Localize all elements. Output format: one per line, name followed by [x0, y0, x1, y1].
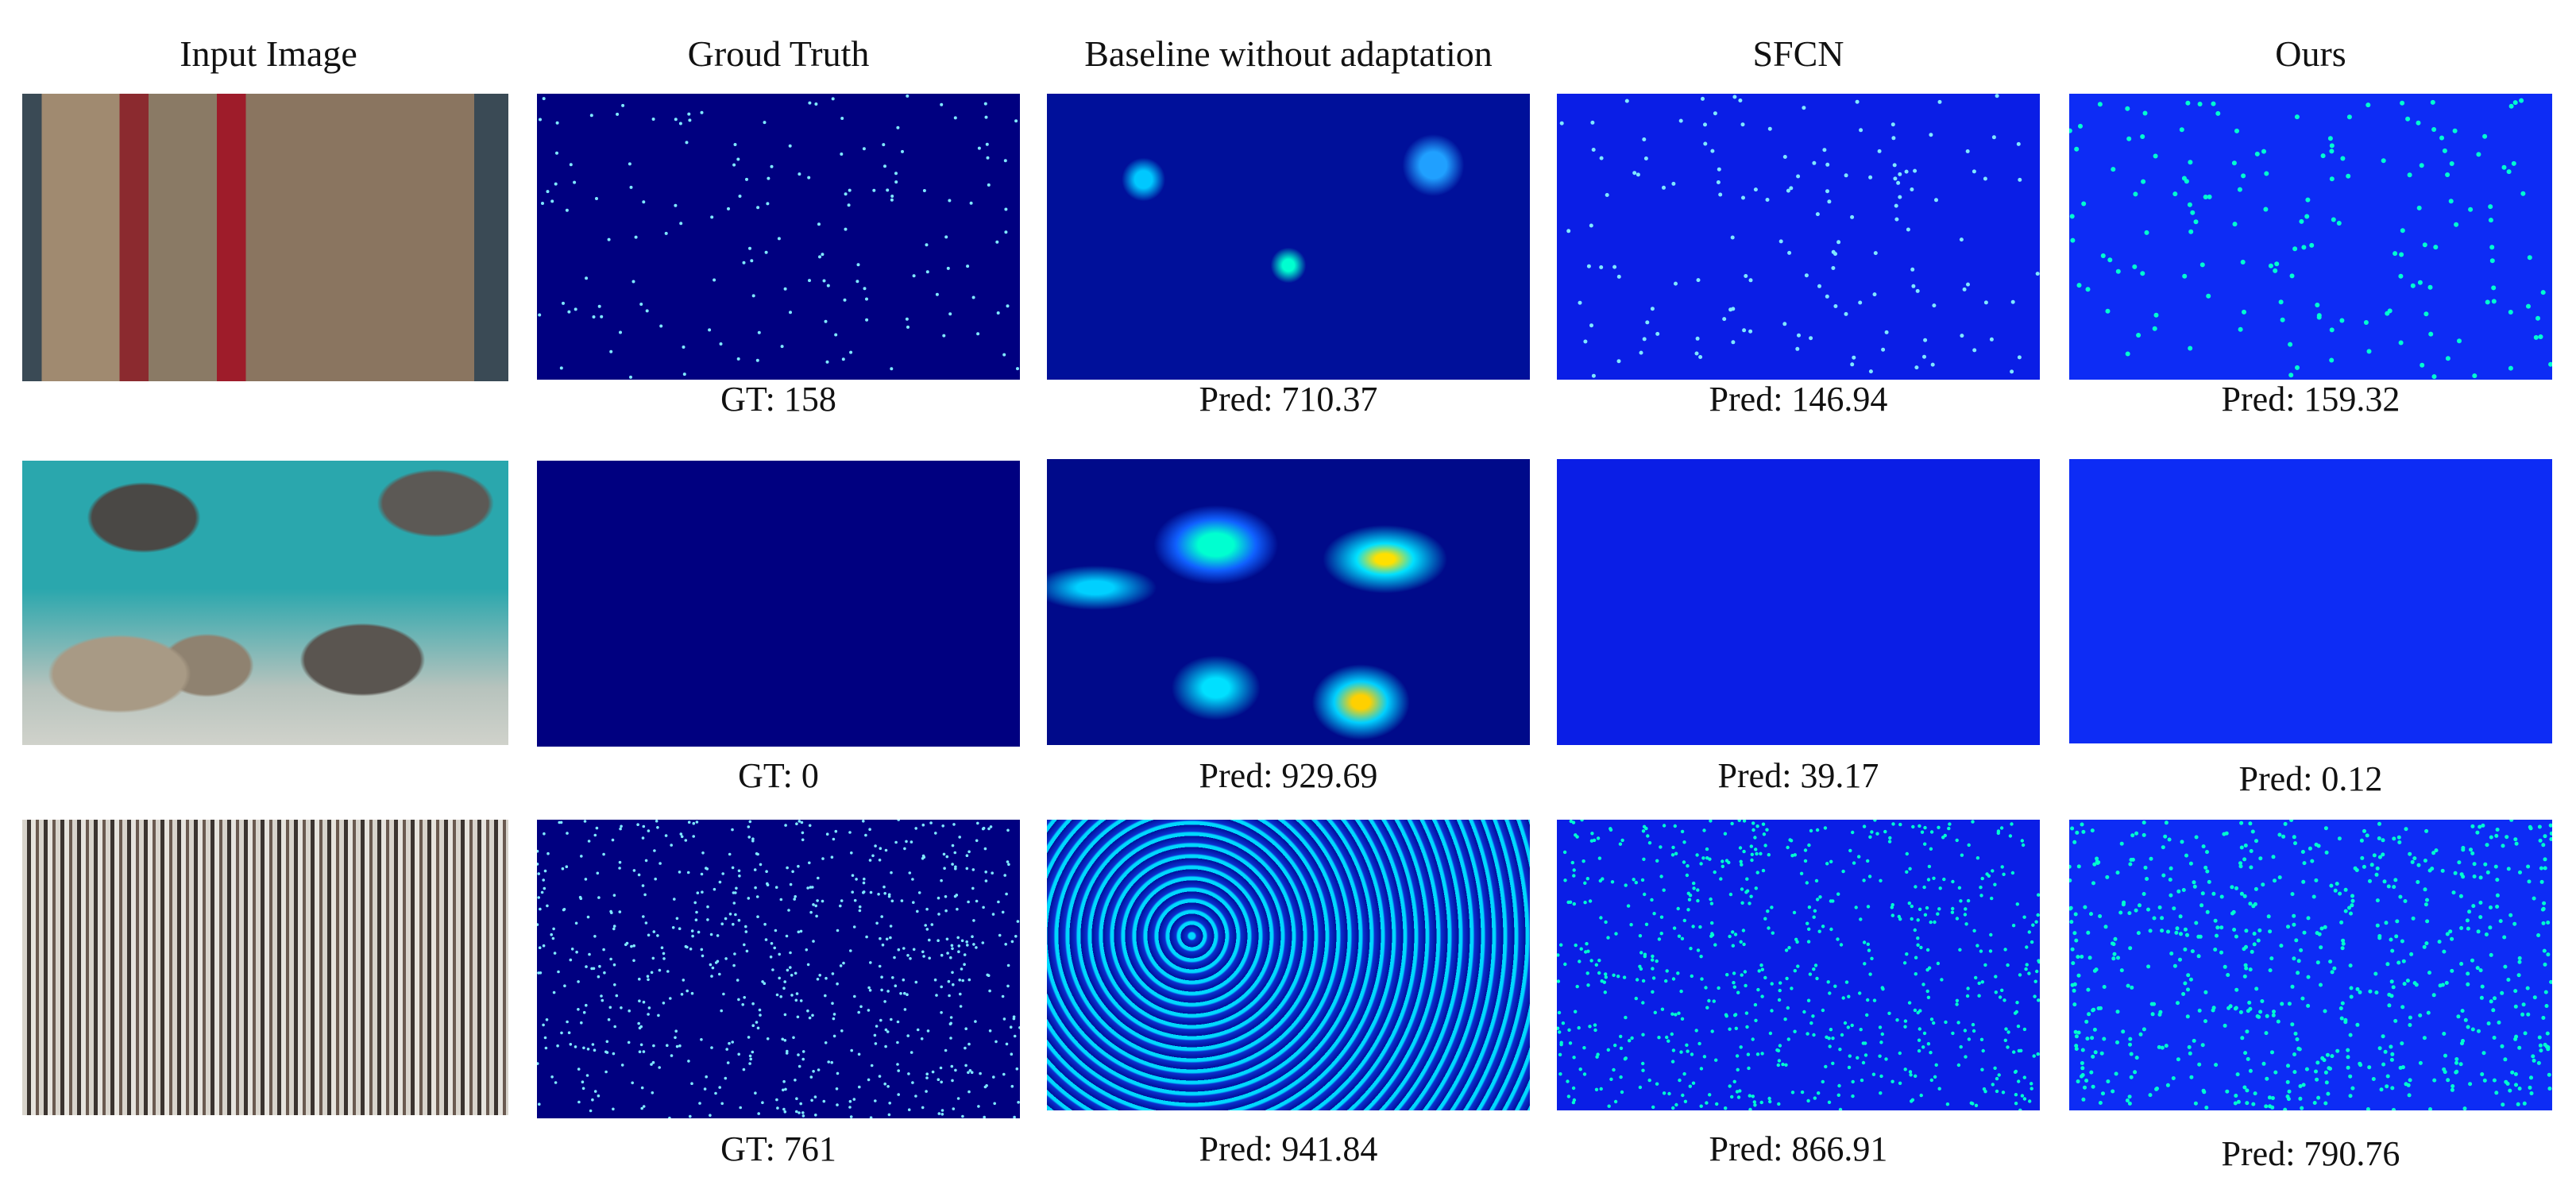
- baseline-pred-row2: Pred: 929.69: [1199, 756, 1378, 795]
- gt-count-row3: GT: 761: [720, 1129, 836, 1168]
- sfcn-density-row1: [1557, 94, 2040, 380]
- gt-density-row3: [537, 820, 1020, 1118]
- input-image-row1: [22, 94, 508, 381]
- gt-density-row1: [537, 94, 1020, 380]
- gt-dots-row3: [537, 820, 1020, 1118]
- gt-dots-row1: [538, 94, 1019, 379]
- baseline-density-row3: [1047, 820, 1530, 1110]
- ours-density-row3: [2069, 820, 2552, 1110]
- input-image-row2: [22, 461, 508, 745]
- gt-count-row1: GT: 158: [720, 380, 836, 419]
- header-ours: Ours: [2275, 33, 2346, 74]
- ours-density-row1: [2069, 94, 2552, 380]
- ours-pred-row2: Pred: 0.12: [2238, 759, 2383, 798]
- gt-count-row2: GT: 0: [738, 756, 819, 795]
- ours-pred-row1: Pred: 159.32: [2221, 380, 2400, 419]
- sfcn-pred-row3: Pred: 866.91: [1709, 1129, 1888, 1168]
- sfcn-density-row2: [1557, 459, 2040, 745]
- sfcn-pred-row2: Pred: 39.17: [1717, 756, 1879, 795]
- sfcn-dots-row3: [1557, 820, 2040, 1110]
- baseline-density-row2: [1047, 459, 1530, 745]
- ours-density-row2: [2069, 459, 2552, 743]
- sfcn-density-row3: [1557, 820, 2040, 1110]
- ours-pred-row3: Pred: 790.76: [2221, 1134, 2400, 1173]
- ours-dots-row3: [2069, 820, 2552, 1110]
- baseline-density-row1: [1047, 94, 1530, 380]
- baseline-pred-row3: Pred: 941.84: [1199, 1129, 1378, 1168]
- input-image-row3: [22, 820, 508, 1115]
- ours-dots-row1: [2069, 98, 2552, 380]
- baseline-pred-row1: Pred: 710.37: [1199, 380, 1378, 419]
- header-input-image: Input Image: [180, 33, 357, 74]
- sfcn-dots-row1: [1559, 94, 2040, 378]
- header-ground-truth: Groud Truth: [687, 33, 870, 74]
- sfcn-pred-row1: Pred: 146.94: [1709, 380, 1888, 419]
- header-baseline: Baseline without adaptation: [1084, 33, 1493, 74]
- gt-density-row2: [537, 461, 1020, 747]
- header-sfcn: SFCN: [1752, 33, 1844, 74]
